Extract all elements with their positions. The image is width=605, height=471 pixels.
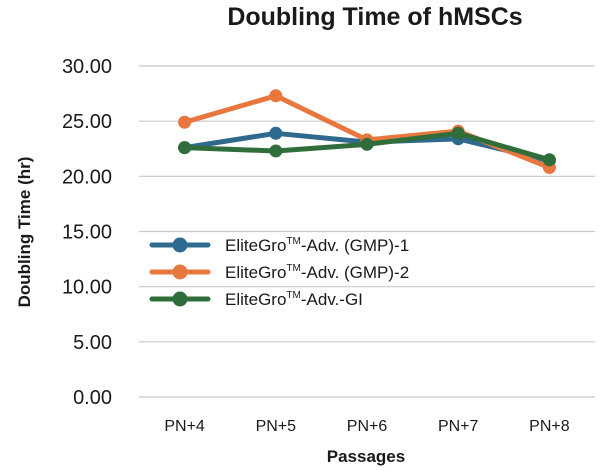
x-tick-label: PN+6 xyxy=(347,418,388,435)
y-tick-labels: 0.00 5.00 10.00 15.00 20.00 25.00 30.00 xyxy=(62,56,112,409)
legend-label-rest: -Adv. (GMP)-2 xyxy=(301,263,409,282)
data-point xyxy=(178,115,192,129)
y-tick-label: 5.00 xyxy=(73,332,112,354)
legend-item-2: EliteGroTM-Adv. (GMP)-2 xyxy=(149,263,409,282)
legend-label: EliteGroTM-Adv.-GI xyxy=(225,290,363,309)
legend-label-main: EliteGro xyxy=(225,236,286,255)
gridlines xyxy=(139,65,595,398)
legend-swatch-marker xyxy=(172,264,188,280)
data-point xyxy=(269,89,283,103)
series-line-2 xyxy=(182,93,552,171)
legend-label-main: EliteGro xyxy=(225,290,286,309)
y-tick-label: 20.00 xyxy=(62,166,112,188)
legend-label: EliteGroTM-Adv. (GMP)-2 xyxy=(225,263,409,282)
x-tick-label: PN+8 xyxy=(529,418,570,435)
legend-label-rest: -Adv.-GI xyxy=(301,290,363,309)
series-3 xyxy=(178,126,556,167)
legend-item-3: EliteGroTM-Adv.-GI xyxy=(149,290,363,309)
legend-label: EliteGroTM-Adv. (GMP)-1 xyxy=(225,236,409,255)
data-point xyxy=(178,141,192,155)
x-tick-labels: PN+4 PN+5 PN+6 PN+7 PN+8 xyxy=(164,418,569,435)
legend-label-main: EliteGro xyxy=(225,263,286,282)
x-tick-label: PN+7 xyxy=(438,418,479,435)
chart-title: Doubling Time of hMSCs xyxy=(227,3,522,31)
legend-swatch-marker xyxy=(172,291,188,307)
x-tick-label: PN+4 xyxy=(164,418,205,435)
data-point xyxy=(451,126,465,140)
y-tick-label: 15.00 xyxy=(62,222,112,244)
y-tick-label: 10.00 xyxy=(62,277,112,299)
y-axis-title: Doubling Time (hr) xyxy=(15,157,34,308)
series-2 xyxy=(178,89,556,175)
legend-label-trademark: TM xyxy=(286,236,300,247)
data-point xyxy=(269,126,283,140)
y-tick-label: 25.00 xyxy=(62,111,112,133)
legend-swatch-marker xyxy=(172,237,188,253)
data-point xyxy=(269,144,283,158)
data-point xyxy=(360,137,374,151)
legend-label-rest: -Adv. (GMP)-1 xyxy=(301,236,409,255)
legend-label-trademark: TM xyxy=(286,290,300,301)
legend-item-1: EliteGroTM-Adv. (GMP)-1 xyxy=(149,236,409,255)
x-axis-title: Passages xyxy=(327,447,405,466)
y-tick-label: 30.00 xyxy=(62,56,112,78)
x-tick-label: PN+5 xyxy=(256,418,297,435)
legend-label-trademark: TM xyxy=(286,263,300,274)
data-point xyxy=(542,153,556,167)
series-lines xyxy=(178,89,556,175)
y-tick-label: 0.00 xyxy=(73,387,112,409)
